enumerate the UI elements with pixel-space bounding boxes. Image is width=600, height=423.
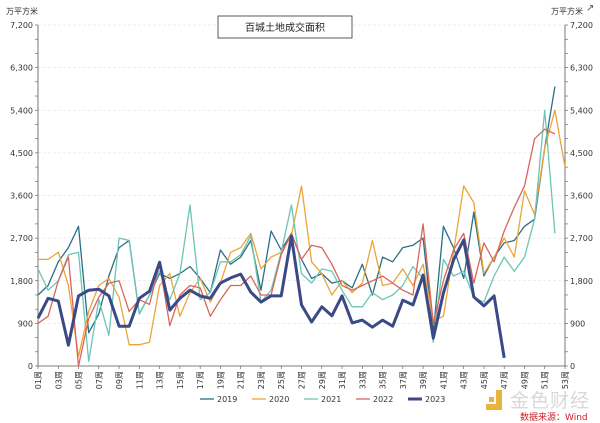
series-line-2020 bbox=[38, 109, 566, 358]
y-tick-label-left: 4,500 bbox=[10, 149, 33, 158]
chart-title: 百城土地成交面积 bbox=[245, 21, 325, 34]
legend-label-2022: 2022 bbox=[373, 395, 393, 404]
x-tick-label: 05周 bbox=[75, 371, 84, 389]
y-tick-label-left: 0 bbox=[28, 362, 33, 371]
x-tick-label: 25周 bbox=[277, 371, 286, 389]
y-tick-label-right: 900 bbox=[570, 319, 585, 328]
watermark: 金色财经 数据来源：Wind bbox=[480, 386, 600, 423]
watermark-name: 金色财经 bbox=[510, 390, 591, 412]
y-tick-label-right: 1,800 bbox=[570, 277, 593, 286]
x-tick-label: 39周 bbox=[419, 371, 428, 389]
legend-label-2023: 2023 bbox=[425, 395, 445, 404]
watermark-logo-icon bbox=[486, 390, 502, 410]
x-tick-label: 07周 bbox=[95, 371, 104, 389]
y-tick-label-left: 3,600 bbox=[10, 192, 33, 201]
x-tick-label: 49周 bbox=[520, 371, 529, 389]
x-tick-label: 45周 bbox=[480, 371, 489, 389]
x-tick-label: 01周 bbox=[34, 371, 43, 389]
y-tick-label-left: 7,200 bbox=[10, 21, 33, 30]
x-tick-label: 37周 bbox=[399, 371, 408, 389]
x-tick-label: 33周 bbox=[358, 371, 367, 389]
y-tick-label-right: 3,600 bbox=[570, 192, 593, 201]
x-tick-label: 13周 bbox=[156, 371, 165, 389]
y-tick-label-right: 7,200 bbox=[570, 21, 593, 30]
y-tick-label-left: 5,400 bbox=[10, 106, 33, 115]
x-tick-label: 43周 bbox=[460, 371, 469, 389]
y-tick-label-right: 6,300 bbox=[570, 64, 593, 73]
y-tick-label-left: 1,800 bbox=[10, 277, 33, 286]
x-tick-label: 21周 bbox=[237, 371, 246, 389]
x-tick-label: 53周 bbox=[561, 371, 570, 389]
y-tick-label-left: 2,700 bbox=[10, 234, 33, 243]
x-tick-label: 29周 bbox=[318, 371, 327, 389]
x-tick-label: 51周 bbox=[541, 371, 550, 389]
x-tick-label: 47周 bbox=[500, 371, 509, 389]
y-tick-label-left: 6,300 bbox=[10, 64, 33, 73]
x-tick-label: 15周 bbox=[176, 371, 185, 389]
y-tick-label-right: 5,400 bbox=[570, 106, 593, 115]
series-line-2021 bbox=[37, 109, 556, 362]
legend-label-2019: 2019 bbox=[217, 395, 237, 404]
x-tick-label: 23周 bbox=[257, 371, 266, 389]
title-box bbox=[217, 15, 353, 39]
x-tick-label: 27周 bbox=[298, 371, 307, 389]
x-tick-label: 35周 bbox=[379, 371, 388, 389]
x-tick-label: 11周 bbox=[135, 371, 144, 389]
x-tick-label: 09周 bbox=[115, 371, 124, 389]
data-source: 数据来源：Wind bbox=[520, 413, 588, 423]
y-tick-label-right: 4,500 bbox=[570, 149, 593, 158]
series-line-2023 bbox=[36, 234, 506, 359]
x-tick-label: 17周 bbox=[196, 371, 205, 389]
x-tick-label: 19周 bbox=[216, 371, 225, 389]
legend-label-2020: 2020 bbox=[269, 395, 289, 404]
external-link-icon[interactable]: ↗ bbox=[586, 3, 595, 14]
y-tick-label-right: 2,700 bbox=[570, 234, 593, 243]
x-tick-label: 31周 bbox=[338, 371, 347, 389]
legend-label-2021: 2021 bbox=[321, 395, 341, 404]
x-tick-label: 41周 bbox=[439, 371, 448, 389]
series-line-2022 bbox=[37, 128, 556, 367]
y-tick-label-right: 0 bbox=[570, 362, 575, 371]
y-axis-right-unit: 万平方米 bbox=[551, 6, 583, 16]
x-tick-label: 03周 bbox=[54, 371, 63, 389]
y-axis-left-unit: 万平方米 bbox=[6, 6, 38, 16]
y-tick-label-left: 900 bbox=[18, 319, 33, 328]
